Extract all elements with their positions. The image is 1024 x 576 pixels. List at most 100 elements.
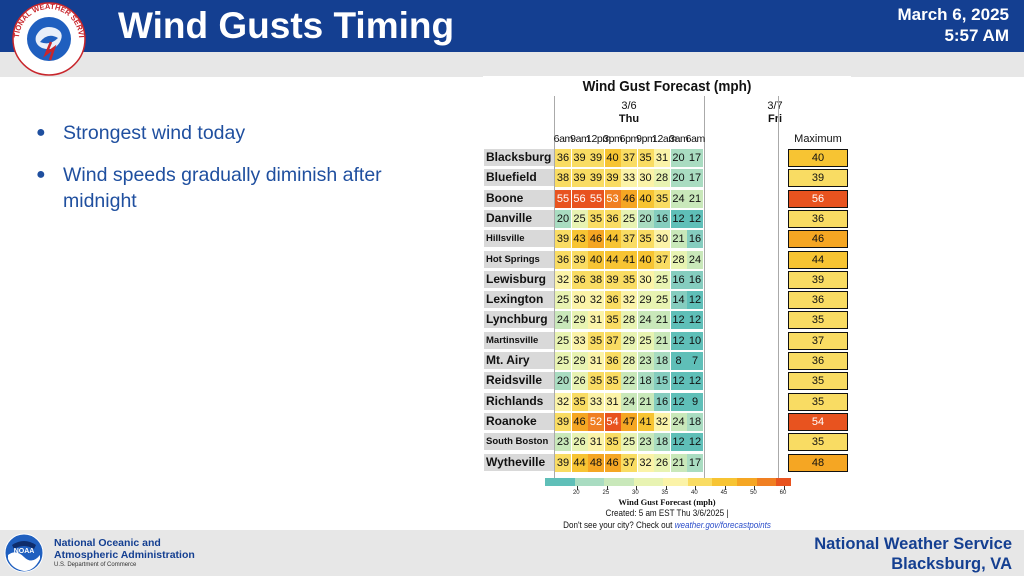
gust-cell: 36 xyxy=(571,270,588,289)
gust-cell: 33 xyxy=(621,169,637,188)
gust-cell: 46 xyxy=(621,189,637,208)
legend-tick-label: 50 xyxy=(750,490,757,496)
gust-cell: 12 xyxy=(687,372,703,391)
gust-cell: 35 xyxy=(637,230,654,249)
gust-cell: 21 xyxy=(637,392,654,411)
city-label: Mt. Airy xyxy=(484,352,554,369)
forecast-points-link[interactable]: weather.gov/forecastpoints xyxy=(674,520,771,531)
gust-cell: 12 xyxy=(670,392,687,411)
gust-cell: 23 xyxy=(637,433,654,452)
legend-band xyxy=(663,478,689,486)
legend-tick-mark xyxy=(665,486,667,490)
legend-band xyxy=(776,478,792,486)
gust-cell: 40 xyxy=(637,250,654,269)
bullet-list: ● Strongest wind today ● Wind speeds gra… xyxy=(36,120,436,230)
gust-cell: 17 xyxy=(687,169,703,188)
gust-cell: 37 xyxy=(604,331,621,350)
gust-cell: 21 xyxy=(654,311,670,330)
gust-cell: 47 xyxy=(621,412,637,431)
max-cell: 35 xyxy=(788,392,848,411)
gust-cell: 30 xyxy=(571,291,588,310)
city-label: Roanoke xyxy=(484,412,554,430)
gust-cell: 25 xyxy=(654,270,670,289)
gust-cell: 17 xyxy=(687,149,703,167)
legend-band xyxy=(633,478,664,486)
gust-cell: 38 xyxy=(555,169,571,188)
gust-cell: 36 xyxy=(604,352,621,370)
gust-cell: 9 xyxy=(687,392,703,411)
max-cell: 36 xyxy=(788,352,848,370)
legend-tick-mark xyxy=(606,486,608,490)
noaa-subtitle: U.S. Department of Commerce xyxy=(54,562,137,568)
gust-cell: 37 xyxy=(621,230,637,249)
legend-tick-label: 60 xyxy=(779,490,787,496)
time-header: 6am xyxy=(553,133,574,145)
gust-cell: 40 xyxy=(588,250,604,269)
gust-cell: 25 xyxy=(637,331,654,350)
city-label: Lexington xyxy=(484,291,554,309)
max-cell: 36 xyxy=(788,209,848,228)
gust-cell: 18 xyxy=(637,372,654,391)
legend-tick-mark xyxy=(724,486,726,490)
see-city-text: Don't see your city? Check out xyxy=(563,520,673,531)
gust-cell: 7 xyxy=(687,352,703,370)
gust-cell: 37 xyxy=(654,250,670,269)
legend-tick-mark xyxy=(754,486,756,490)
gust-cell: 35 xyxy=(604,372,621,391)
gust-cell: 46 xyxy=(588,230,604,249)
gust-cell: 21 xyxy=(670,453,687,472)
gust-cell: 12 xyxy=(687,311,703,330)
noaa-name: National Oceanic and Atmospheric Adminis… xyxy=(54,537,195,561)
gust-cell: 39 xyxy=(604,169,621,188)
gust-cell: 39 xyxy=(604,270,621,289)
wind-gust-graphic: Wind Gust Forecast (mph) 3/6 Thu 3/7 Fri… xyxy=(483,76,851,533)
legend-title: Wind Gust Forecast (mph) xyxy=(618,497,716,507)
gust-cell: 12 xyxy=(670,311,687,330)
gust-cell: 24 xyxy=(621,392,637,411)
gust-cell: 16 xyxy=(654,392,670,411)
gust-cell: 35 xyxy=(588,209,604,228)
legend-band xyxy=(756,478,777,486)
gust-cell: 18 xyxy=(654,433,670,452)
gust-cell: 12 xyxy=(687,433,703,452)
gust-cell: 26 xyxy=(654,453,670,472)
city-label: Bluefield xyxy=(484,169,554,187)
gust-cell: 55 xyxy=(555,189,571,208)
gust-cell: 39 xyxy=(555,230,571,249)
city-label: South Boston xyxy=(484,433,554,451)
gust-cell: 31 xyxy=(588,433,604,452)
gust-cell: 24 xyxy=(670,189,687,208)
city-label: Danville xyxy=(484,209,554,227)
gust-cell: 25 xyxy=(555,291,571,310)
gust-cell: 29 xyxy=(571,311,588,330)
gust-cell: 32 xyxy=(555,392,571,411)
max-cell: 56 xyxy=(788,189,848,208)
gust-cell: 20 xyxy=(670,169,687,188)
legend-tick-label: 35 xyxy=(661,490,669,496)
gust-cell: 26 xyxy=(571,372,588,391)
gust-cell: 35 xyxy=(588,372,604,391)
gust-cell: 24 xyxy=(555,311,571,330)
gust-cell: 36 xyxy=(555,250,571,269)
day2-date: 3/7 xyxy=(767,100,783,112)
gust-cell: 24 xyxy=(670,412,687,431)
gust-cell: 32 xyxy=(637,453,654,472)
legend-tick-label: 40 xyxy=(691,490,698,496)
gust-cell: 30 xyxy=(654,230,670,249)
gust-cell: 12 xyxy=(670,209,687,228)
gust-cell: 31 xyxy=(654,149,670,167)
header-bar xyxy=(0,0,1024,52)
gust-cell: 35 xyxy=(621,270,637,289)
gust-cell: 10 xyxy=(687,331,703,350)
time-header: 3pm xyxy=(603,133,623,145)
gust-cell: 38 xyxy=(588,270,604,289)
created-note: Created: 5 am EST Thu 3/6/2025 | xyxy=(605,508,729,519)
gust-cell: 44 xyxy=(604,230,621,249)
gust-cell: 36 xyxy=(555,149,571,167)
city-label: Blacksburg xyxy=(484,149,554,166)
max-cell: 46 xyxy=(788,230,848,249)
gust-cell: 23 xyxy=(555,433,571,452)
max-cell: 48 xyxy=(788,453,848,472)
gust-cell: 30 xyxy=(637,169,654,188)
day-divider xyxy=(704,96,705,478)
